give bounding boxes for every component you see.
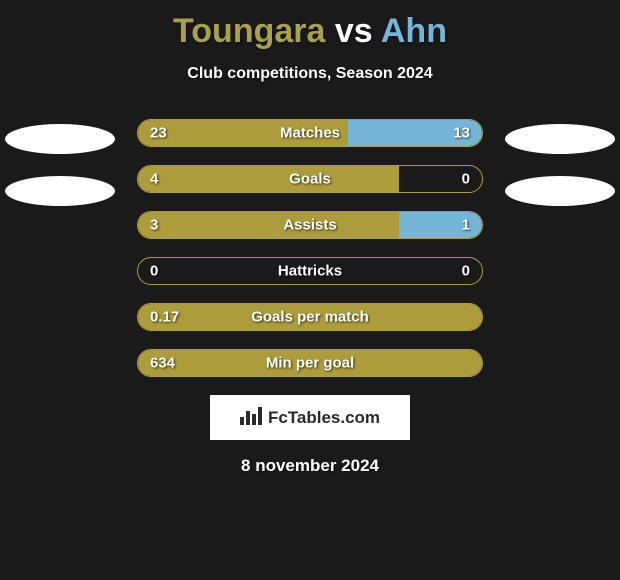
stat-label: Matches	[280, 125, 340, 142]
stat-value-left: 634	[150, 355, 175, 372]
stat-label: Hattricks	[278, 263, 342, 280]
stat-row: 23 13 Matches	[137, 119, 483, 147]
stat-label: Min per goal	[266, 355, 354, 372]
player2-avatar-2	[505, 176, 615, 206]
stat-value-right: 0	[462, 171, 470, 188]
stat-bar-left	[138, 166, 399, 192]
stat-value-right: 13	[453, 125, 470, 142]
comparison-title: Toungara vs Ahn	[0, 0, 620, 51]
player1-avatar-1	[5, 124, 115, 154]
stat-row: 0.17 Goals per match	[137, 303, 483, 331]
chart-icon	[240, 405, 262, 430]
stat-value-left: 0	[150, 263, 158, 280]
stat-value-left: 23	[150, 125, 167, 142]
stat-label: Goals	[289, 171, 331, 188]
subtitle: Club competitions, Season 2024	[0, 65, 620, 83]
player2-name: Ahn	[381, 12, 447, 50]
date-text: 8 november 2024	[0, 456, 620, 476]
stat-row: 3 1 Assists	[137, 211, 483, 239]
player1-name: Toungara	[173, 12, 325, 50]
logo-text: FcTables.com	[268, 408, 380, 428]
stat-bar-left	[138, 212, 399, 238]
player2-avatar-1	[505, 124, 615, 154]
stat-label: Goals per match	[251, 309, 369, 326]
stat-value-left: 3	[150, 217, 158, 234]
stat-value-right: 0	[462, 263, 470, 280]
stat-value-left: 4	[150, 171, 158, 188]
stat-row: 0 0 Hattricks	[137, 257, 483, 285]
player1-avatar-2	[5, 176, 115, 206]
stat-value-right: 1	[462, 217, 470, 234]
logo-box: FcTables.com	[210, 395, 410, 440]
vs-text: vs	[335, 12, 373, 50]
stat-value-left: 0.17	[150, 309, 179, 326]
stat-label: Assists	[283, 217, 336, 234]
stat-row: 634 Min per goal	[137, 349, 483, 377]
stat-row: 4 0 Goals	[137, 165, 483, 193]
stats-container: 23 13 Matches 4 0 Goals 3 1 Assists 0 0 Hattricks 0.…	[137, 119, 483, 377]
